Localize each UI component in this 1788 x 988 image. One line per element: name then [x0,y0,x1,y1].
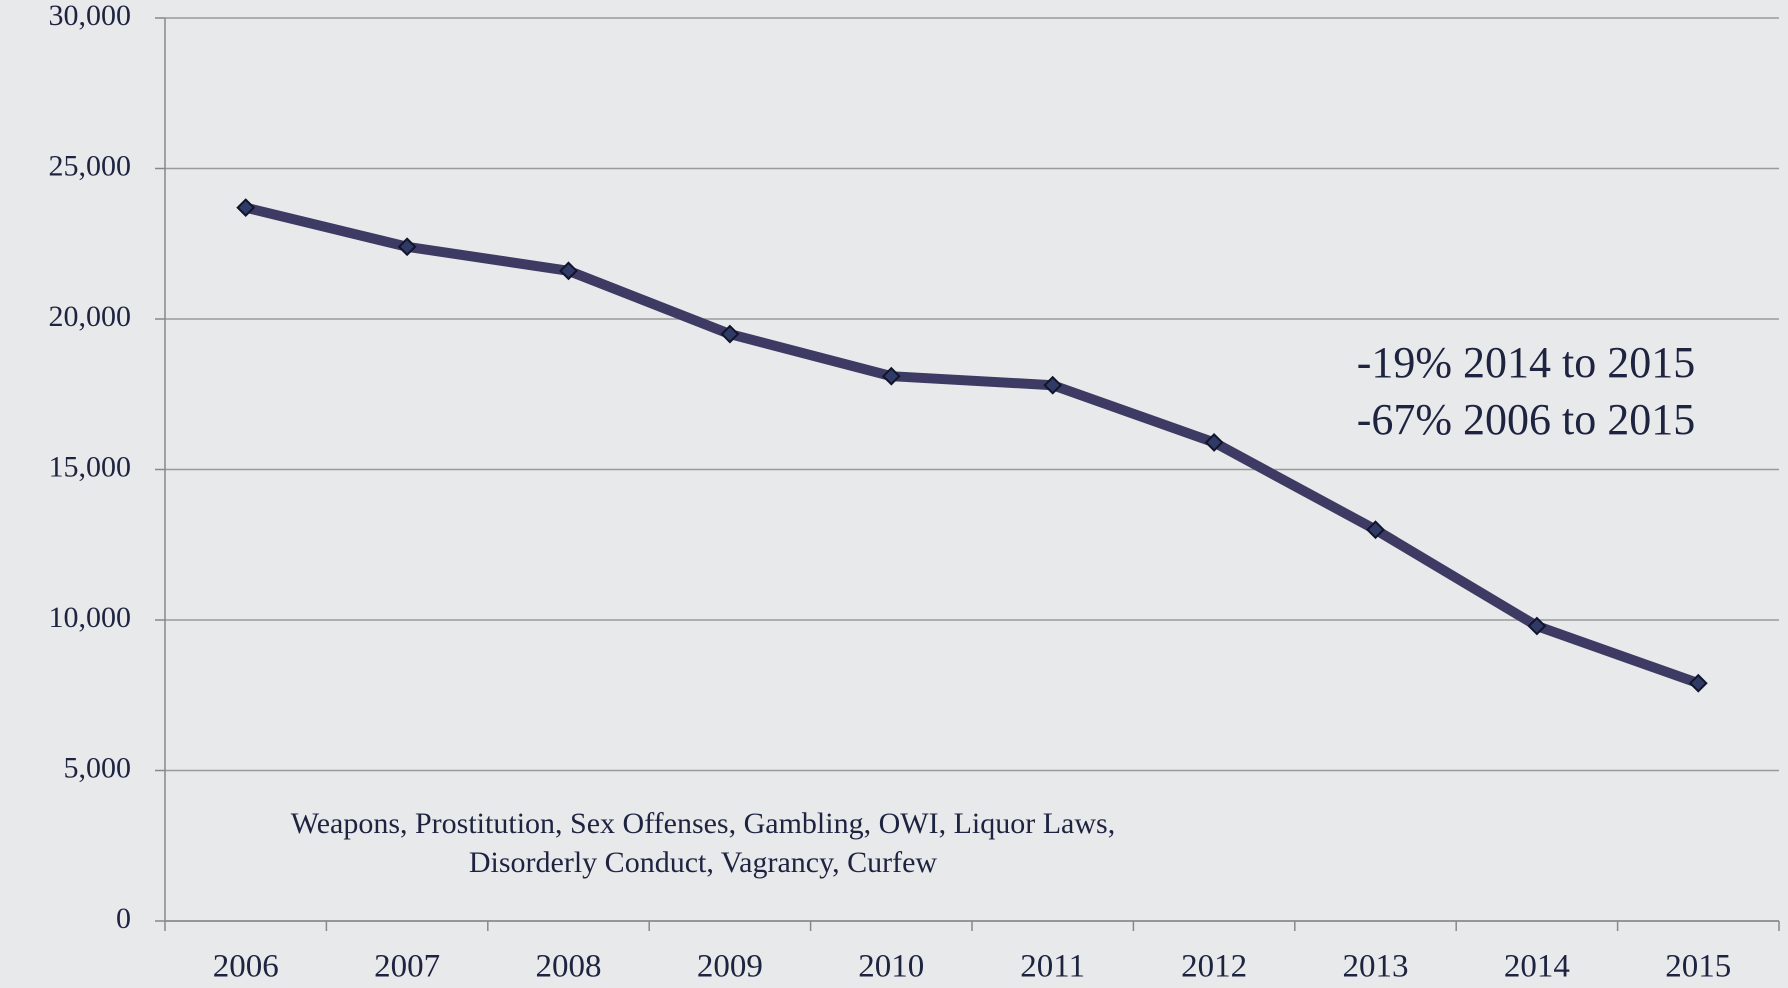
y-tick-label: 0 [116,902,131,935]
y-tick-label: 5,000 [64,751,132,784]
x-tick-label: 2010 [858,949,924,985]
marker [559,261,578,281]
x-tick-label: 2006 [213,949,279,985]
marker [1366,520,1385,540]
marker [881,366,901,386]
y-tick-label: 25,000 [49,149,132,182]
x-tick-label: 2013 [1343,949,1409,985]
x-tick-label: 2014 [1504,949,1570,985]
x-tick-label: 2008 [536,949,602,985]
note: Weapons, Prostitution, Sex Offenses, Gam… [291,807,1115,840]
note: Disorderly Conduct, Vagrancy, Curfew [469,846,938,879]
marker [1688,673,1708,693]
marker [720,324,740,344]
marker [236,198,256,218]
y-tick-label: 30,000 [49,0,132,32]
annotation: -19% 2014 to 2015 [1357,338,1696,387]
marker [1043,375,1063,395]
annotation: -67% 2006 to 2015 [1357,395,1696,444]
x-tick-label: 2009 [697,949,763,985]
x-tick-label: 2011 [1020,949,1085,985]
y-tick-label: 20,000 [49,300,132,333]
line [244,202,1700,688]
x-tick-label: 2007 [374,949,440,985]
x-tick-label: 2015 [1665,949,1731,985]
marker [1527,616,1547,636]
marker [397,237,417,257]
y-tick-label: 10,000 [49,601,132,634]
y-tick-label: 15,000 [49,450,132,483]
marker [1204,432,1224,452]
x-tick-label: 2012 [1181,949,1247,985]
